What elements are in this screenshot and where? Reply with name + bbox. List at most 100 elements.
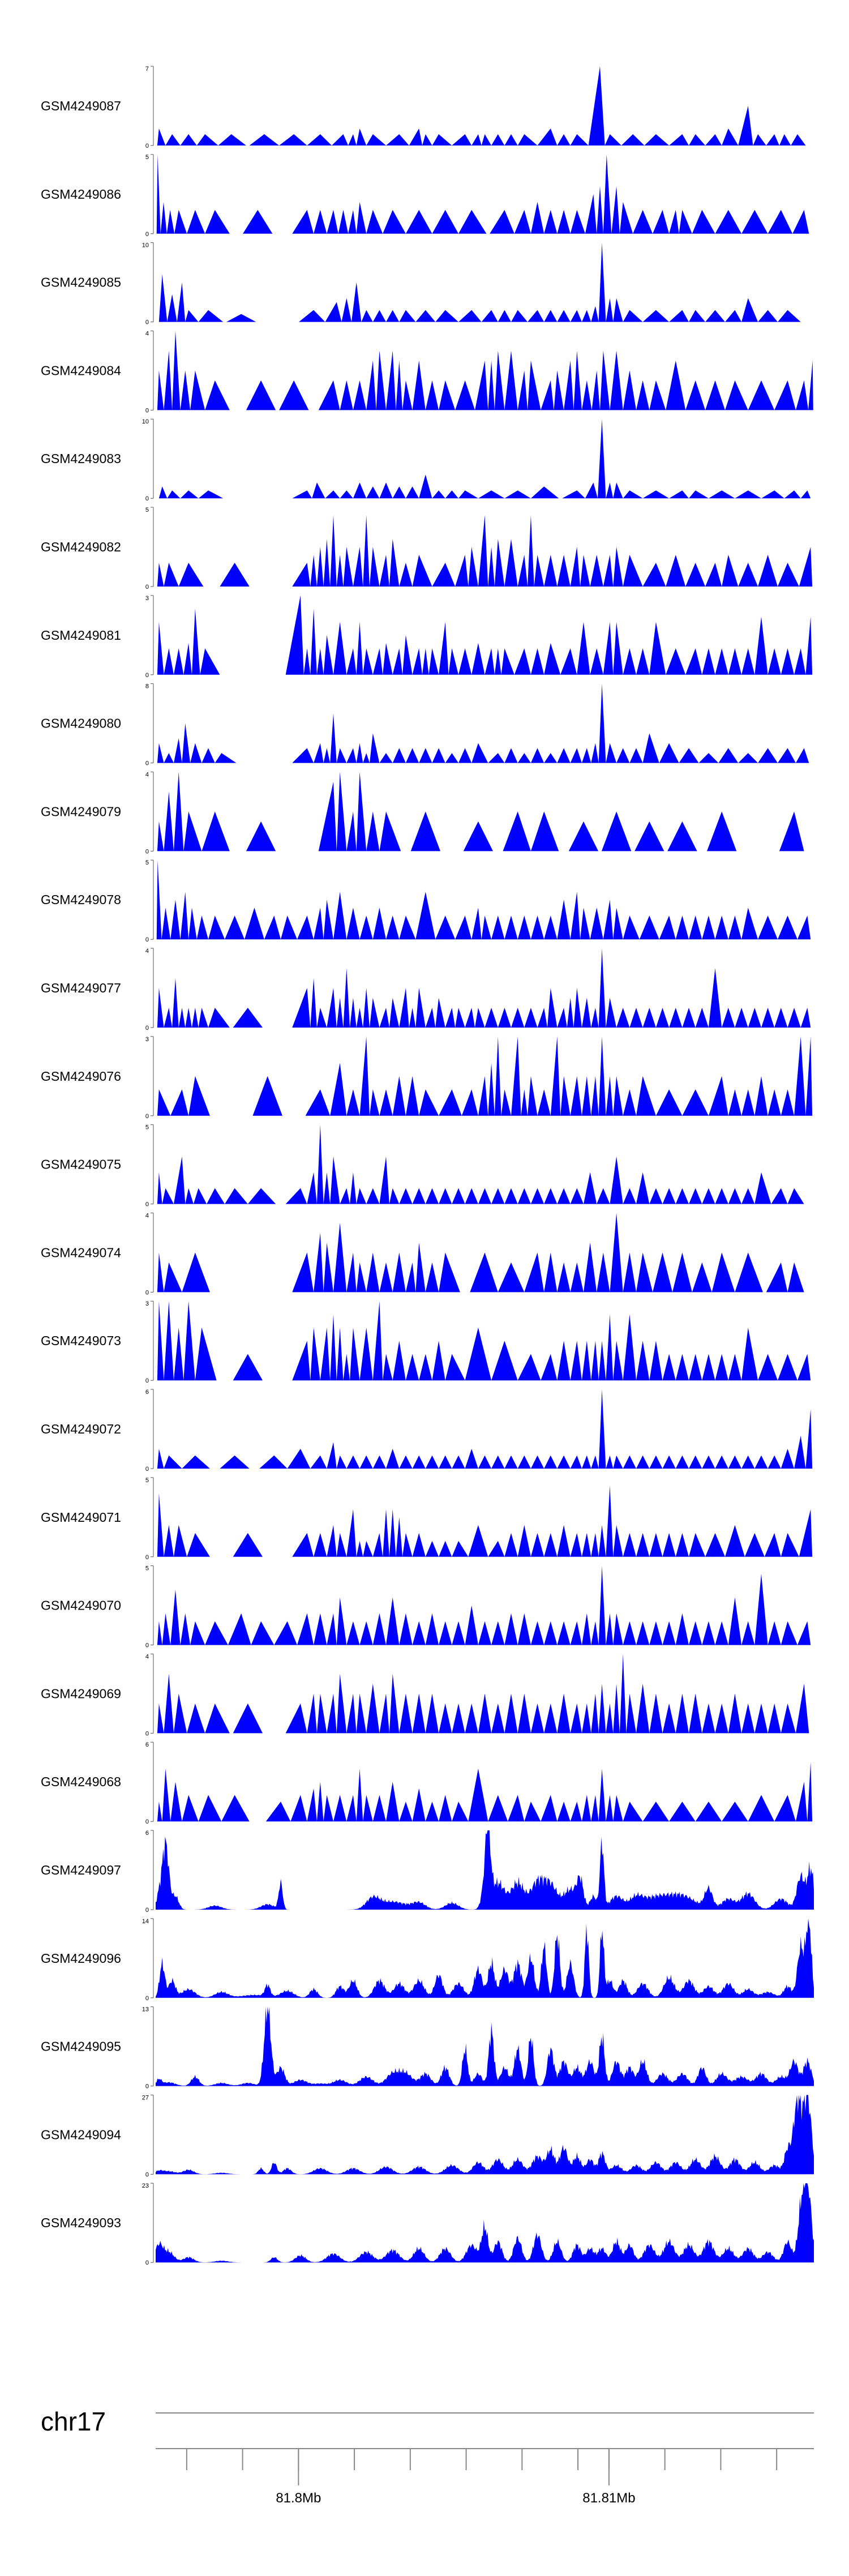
coverage-peak <box>336 1674 347 1734</box>
coverage-peak <box>779 134 791 146</box>
coverage-peak <box>679 748 699 763</box>
coverage-peak <box>422 134 432 146</box>
coverage-peak <box>666 555 686 587</box>
coverage-peak <box>667 821 697 851</box>
coverage-peak <box>484 648 495 675</box>
coverage-peak <box>629 748 643 763</box>
coverage-peak <box>584 1242 597 1293</box>
coverage-peak <box>346 1509 357 1557</box>
coverage-peak <box>582 1703 591 1734</box>
coverage-peak <box>689 1533 706 1557</box>
coverage-peak <box>702 1455 715 1469</box>
coverage-peak <box>279 134 307 146</box>
coverage-peak <box>475 360 488 410</box>
coverage-peak <box>711 1252 735 1293</box>
coverage-peak <box>165 134 181 146</box>
coverage-peak <box>170 900 181 940</box>
coverage-peak <box>402 635 413 675</box>
coverage-peak <box>363 1541 373 1557</box>
coverage-peak <box>215 753 237 763</box>
coverage-peak <box>182 1795 199 1822</box>
coverage-peak <box>481 310 498 322</box>
coverage-peak <box>642 310 670 322</box>
y-max-label: 5 <box>145 1124 149 1131</box>
track-label: GSM4249096 <box>41 1951 121 1966</box>
coverage-peak <box>172 331 181 410</box>
coverage-peak <box>591 1341 599 1381</box>
coverage-peak <box>392 648 403 675</box>
chromosome-label: chr17 <box>41 2407 106 2436</box>
coverage-peak <box>577 622 590 675</box>
coverage-peak <box>463 821 493 851</box>
coverage-peak <box>448 648 458 675</box>
coverage-peak <box>316 547 324 587</box>
coverage-peak <box>636 1683 650 1734</box>
coverage-peak <box>758 310 778 322</box>
coverage-peak <box>767 1455 781 1469</box>
coverage-peak <box>725 380 748 410</box>
coverage-peak <box>363 515 370 587</box>
coverage-peak <box>323 748 331 763</box>
coverage-peak <box>180 370 191 410</box>
coverage-peak <box>517 1693 531 1734</box>
coverage-peak <box>494 648 501 675</box>
coverage-peak <box>623 1252 636 1293</box>
coverage-peak <box>201 811 230 851</box>
coverage-peak <box>613 482 623 499</box>
coverage-peak <box>524 1252 544 1293</box>
coverage-peak <box>182 723 191 763</box>
coverage-peak <box>439 1541 452 1557</box>
coverage-peak <box>582 1076 591 1116</box>
coverage-peak <box>205 1621 228 1645</box>
track-GSM4249086: GSM4249086 5 0 <box>41 154 809 238</box>
coverage-peak <box>692 209 715 234</box>
coverage-peak <box>455 1008 465 1028</box>
coverage-peak <box>372 310 386 322</box>
coverage-peak <box>325 490 340 499</box>
coverage-peak <box>379 555 389 587</box>
coverage-peak <box>292 988 311 1028</box>
coverage-peak <box>178 1008 186 1028</box>
coverage-peak <box>245 908 264 940</box>
coverage-peak <box>774 380 796 410</box>
coverage-peak <box>405 748 419 763</box>
coverage-peak <box>379 1008 389 1028</box>
coverage-peak <box>504 915 518 940</box>
y-max-label: 3 <box>145 1300 149 1307</box>
coverage-peak <box>504 350 518 410</box>
coverage-peak <box>689 1188 702 1204</box>
coverage-peak <box>649 1693 663 1734</box>
coverage-peak <box>478 1621 492 1645</box>
coverage-peak <box>544 1533 558 1557</box>
coverage-peak <box>528 310 544 322</box>
coverage-peak <box>340 380 353 410</box>
coverage-peak <box>655 1008 670 1028</box>
coverage-peak <box>325 302 342 322</box>
coverage-peak <box>488 547 495 587</box>
coverage-peak <box>164 648 174 675</box>
coverage-peak <box>779 811 804 851</box>
coverage-peak <box>392 486 406 499</box>
coverage-peak <box>544 643 561 675</box>
coverage-peak <box>336 998 344 1028</box>
coverage-peak <box>796 748 809 763</box>
coverage-peak <box>582 998 591 1028</box>
coverage-peak <box>570 1533 582 1557</box>
coverage-peak <box>501 648 514 675</box>
coverage-peak <box>330 713 337 763</box>
coverage-peak <box>425 1262 439 1293</box>
coverage-peak <box>570 1188 584 1204</box>
coverage-peak <box>544 915 558 940</box>
coverage-peak <box>379 482 393 499</box>
y-min-label: 0 <box>145 936 149 943</box>
coverage-peak <box>530 486 559 499</box>
coverage-peak <box>465 1449 478 1469</box>
coverage-peak <box>530 1533 544 1557</box>
coverage-peak <box>274 1621 297 1645</box>
track-GSM4249095: GSM4249095 13 0 <box>41 2006 814 2090</box>
coverage-peak <box>573 350 582 410</box>
coverage-peak <box>557 1188 571 1204</box>
coverage-peak <box>336 1597 347 1645</box>
coverage-peak <box>164 791 174 851</box>
